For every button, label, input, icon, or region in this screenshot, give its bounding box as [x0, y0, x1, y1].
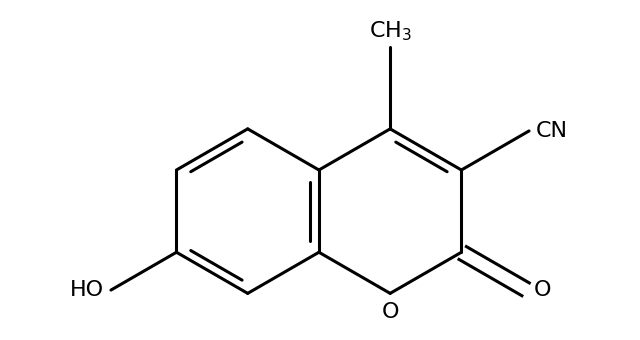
Text: CN: CN: [536, 121, 568, 141]
Text: O: O: [381, 302, 399, 322]
Text: HO: HO: [70, 280, 104, 300]
Text: O: O: [534, 280, 551, 300]
Text: CH$_3$: CH$_3$: [369, 20, 412, 43]
